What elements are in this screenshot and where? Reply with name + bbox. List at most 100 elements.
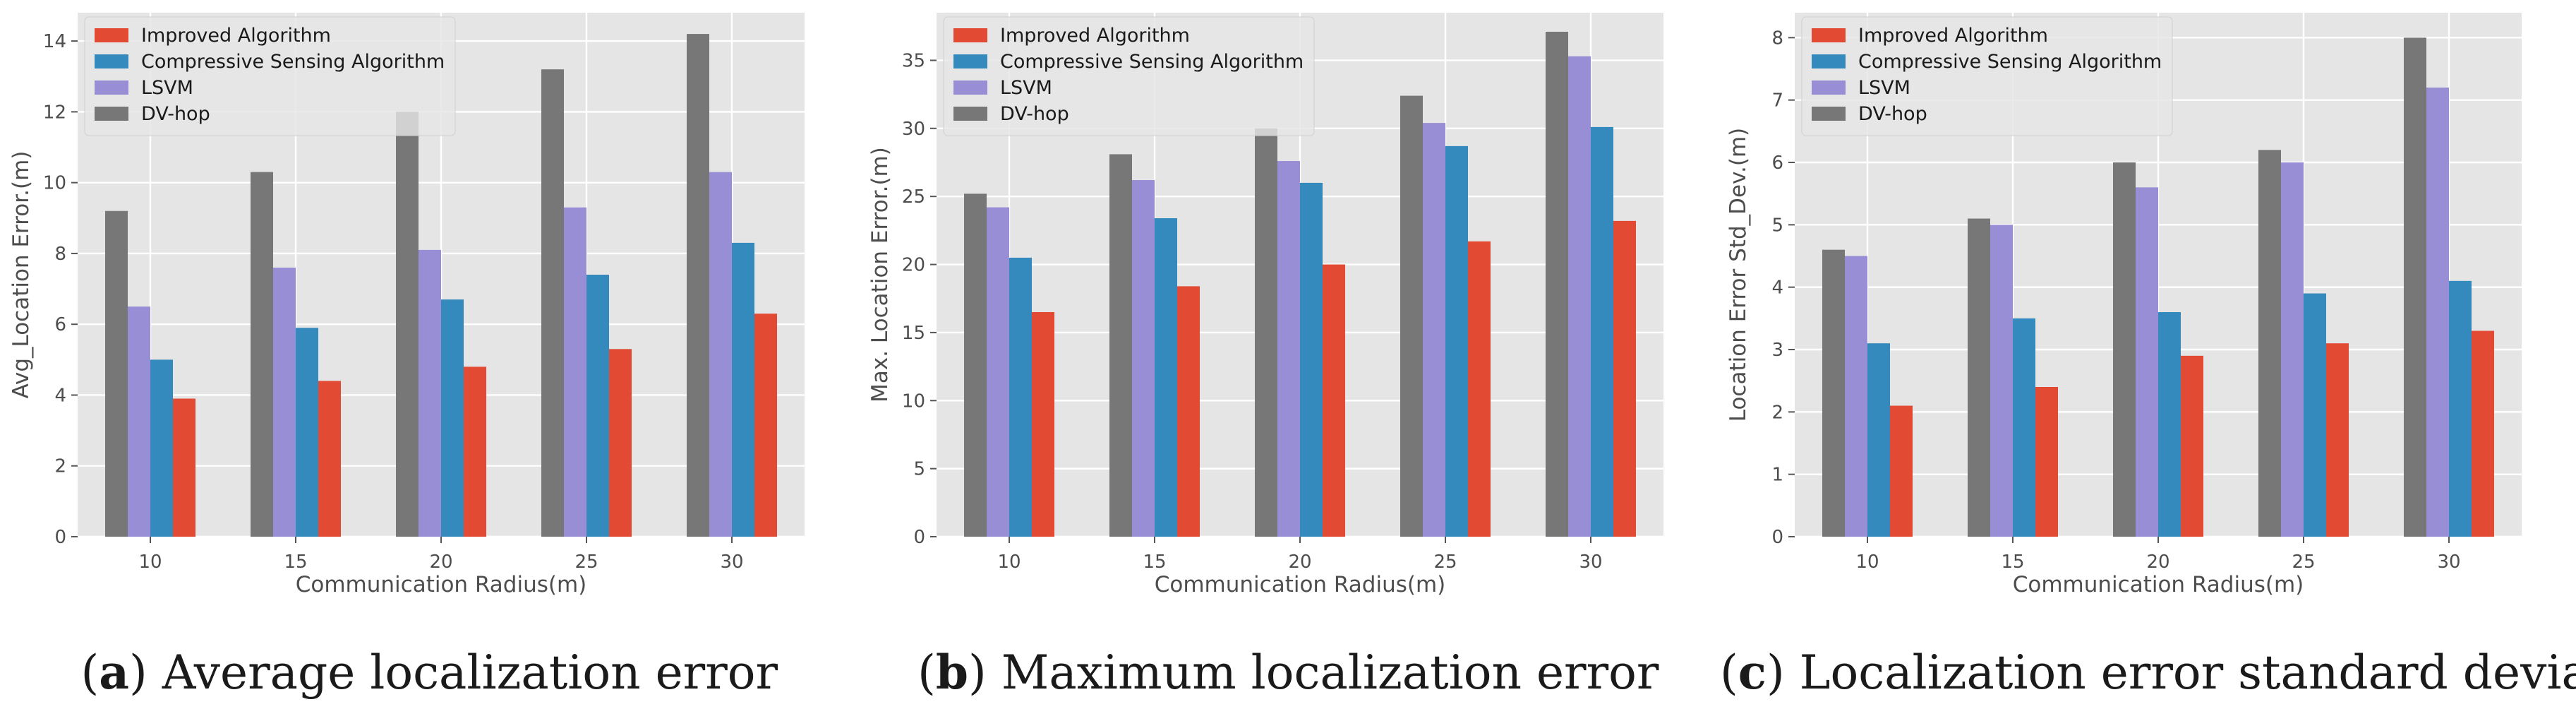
bar-improved-algorithm-15 [1177, 286, 1200, 537]
chart-panel-average-error: 0 2 4 6 8 10 12 14 10 15 20 25 30 Improved Algorithm C… [0, 0, 859, 709]
x-tick-label: 15 [1143, 552, 1166, 573]
bar-improved-algorithm-20 [1323, 264, 1345, 537]
bar-improved-algorithm-10 [1890, 405, 1913, 537]
legend-swatch [1812, 54, 1846, 68]
bar-improved-algorithm-25 [609, 349, 632, 537]
caption-letter: b [936, 645, 968, 700]
y-tick-label: 10 [43, 173, 66, 194]
bar-compressive-sensing-algorithm-10 [1867, 343, 1890, 537]
x-tick-label: 25 [2292, 552, 2315, 573]
bar-dv-hop-10 [105, 210, 128, 537]
caption-paren-close: ) [129, 645, 162, 700]
x-axis-label: Communication Radius(m) [296, 572, 587, 597]
bar-dv-hop-10 [964, 193, 987, 537]
y-tick-label: 5 [913, 459, 925, 480]
legend-swatch [953, 28, 987, 42]
x-tick-label: 30 [720, 552, 743, 573]
y-tick-label: 0 [54, 527, 66, 548]
bar-dv-hop-30 [687, 34, 709, 537]
bar-improved-algorithm-25 [2326, 343, 2349, 537]
bar-lsvm-25 [1423, 123, 1445, 537]
bar-compressive-sensing-algorithm-15 [1155, 218, 1177, 537]
x-tick-label: 10 [997, 552, 1021, 573]
x-tick-label: 30 [1579, 552, 1602, 573]
bar-lsvm-25 [2281, 162, 2304, 537]
figure-caption: (a) Average localization error [80, 645, 778, 700]
bar-lsvm-30 [2426, 88, 2449, 537]
bar-dv-hop-15 [1109, 154, 1132, 537]
y-tick-label: 10 [902, 391, 925, 412]
figure-caption: (c) Localization error standard deviatio… [1720, 645, 2576, 700]
y-tick-label: 1 [1771, 465, 1783, 486]
bar-improved-algorithm-20 [464, 367, 486, 537]
figure-caption: (b) Maximum localization error [917, 645, 1659, 700]
bar-dv-hop-30 [1546, 31, 1568, 537]
bar-compressive-sensing-algorithm-15 [296, 328, 318, 537]
legend [943, 16, 1315, 136]
legend-label: Improved Algorithm [141, 25, 331, 47]
chart-std-deviation: 0 1 2 3 4 5 6 7 8 10 15 20 25 30 Improved Algorithm Com… [1720, 13, 2576, 700]
bar-lsvm-20 [1277, 161, 1300, 537]
bar-compressive-sensing-algorithm-20 [2158, 312, 2181, 537]
y-tick-label: 8 [1771, 28, 1783, 49]
bar-dv-hop-20 [396, 112, 419, 537]
bar-lsvm-20 [419, 249, 441, 537]
bar-compressive-sensing-algorithm-10 [1009, 257, 1032, 537]
bar-compressive-sensing-algorithm-20 [441, 299, 464, 537]
y-tick-label: 6 [54, 314, 66, 335]
bar-dv-hop-20 [1255, 128, 1277, 537]
caption-paren-close: ) [968, 645, 1001, 700]
bar-lsvm-30 [709, 172, 732, 537]
bar-lsvm-10 [128, 306, 150, 537]
bar-lsvm-10 [987, 207, 1009, 537]
y-tick-label: 25 [902, 186, 925, 208]
x-axis-label: Communication Radius(m) [1155, 572, 1446, 597]
bar-dv-hop-15 [251, 172, 273, 537]
x-tick-label: 20 [429, 552, 452, 573]
bar-lsvm-25 [564, 207, 586, 537]
caption-letter: c [1738, 645, 1767, 700]
bar-compressive-sensing-algorithm-30 [2449, 280, 2472, 537]
bar-compressive-sensing-algorithm-15 [2013, 318, 2035, 537]
y-tick-label: 2 [54, 456, 66, 477]
bar-improved-algorithm-30 [754, 314, 777, 537]
y-tick-label: 20 [902, 255, 925, 276]
legend [1801, 16, 2173, 136]
bar-lsvm-15 [1132, 180, 1155, 537]
bar-compressive-sensing-algorithm-10 [150, 359, 173, 537]
legend-swatch [1812, 107, 1846, 121]
legend-label: Compressive Sensing Algorithm [141, 51, 445, 73]
y-tick-label: 3 [1771, 340, 1783, 361]
caption-text: Maximum localization error [1001, 645, 1659, 700]
caption-text: Localization error standard deviation [1800, 645, 2576, 700]
chart-panel-std-deviation: 0 1 2 3 4 5 6 7 8 10 15 20 25 30 Improved Algorithm Com… [1717, 0, 2576, 709]
bar-compressive-sensing-algorithm-25 [1445, 145, 1468, 537]
y-tick-label: 12 [43, 102, 66, 123]
legend-label: Improved Algorithm [1000, 25, 1190, 47]
bar-compressive-sensing-algorithm-20 [1300, 182, 1323, 537]
bar-dv-hop-15 [1968, 218, 1990, 537]
y-tick-label: 30 [902, 119, 925, 140]
y-axis-label: Avg_Location Error.(m) [8, 151, 34, 399]
bar-lsvm-10 [1845, 256, 1867, 537]
legend-swatch [1812, 28, 1846, 42]
caption-paren-open: ( [80, 645, 99, 700]
x-tick-label: 15 [284, 552, 307, 573]
y-tick-label: 7 [1771, 90, 1783, 112]
y-axis-label: Location Error Std_Dev.(m) [1726, 128, 1751, 422]
y-tick-label: 4 [1771, 278, 1783, 299]
x-tick-label: 10 [1855, 552, 1879, 573]
legend-label: LSVM [141, 77, 193, 99]
bar-compressive-sensing-algorithm-30 [732, 242, 754, 537]
bar-compressive-sensing-algorithm-30 [1591, 126, 1613, 537]
bar-improved-algorithm-25 [1468, 241, 1491, 537]
bar-dv-hop-25 [2258, 150, 2281, 537]
legend-swatch [953, 54, 987, 68]
caption-letter: a [99, 645, 129, 700]
caption-paren-close: ) [1767, 645, 1800, 700]
legend-swatch [95, 107, 128, 121]
bar-compressive-sensing-algorithm-25 [2304, 293, 2326, 537]
x-tick-label: 30 [2437, 552, 2460, 573]
bar-improved-algorithm-15 [2035, 387, 2058, 537]
